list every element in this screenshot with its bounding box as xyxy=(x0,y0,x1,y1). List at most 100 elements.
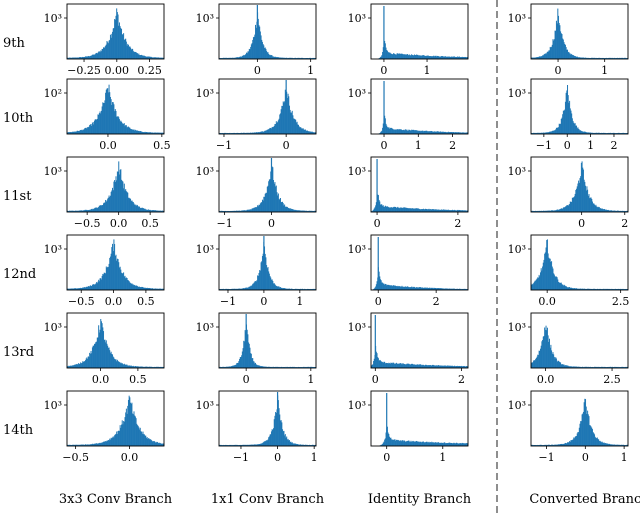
y-tick-label: 10³ xyxy=(44,243,62,256)
y-tick-label: 10³ xyxy=(44,321,62,334)
spike-bar xyxy=(375,315,376,368)
panel-9th-1: 10³ 0 1 xyxy=(196,4,317,77)
panel-frame xyxy=(371,235,468,290)
x-tick-label: 0.00 xyxy=(105,64,130,77)
x-tick-label: 0 xyxy=(374,217,381,230)
x-tick-label: 0 xyxy=(243,373,250,386)
x-tick-label: 0 xyxy=(578,217,585,230)
panel-12nd-0: 10³ −0.5 0.0 0.5 xyxy=(44,235,165,308)
x-tick-label: 0 xyxy=(375,295,382,308)
y-tick-label: 10³ xyxy=(508,165,526,178)
y-tick-label: 10³ xyxy=(508,399,526,412)
panel-frame xyxy=(219,391,316,446)
y-tick-label: 10³ xyxy=(196,399,214,412)
x-tick-label: 0.0 xyxy=(99,139,117,152)
x-tick-label: 0 xyxy=(582,451,589,464)
x-tick-label: 1 xyxy=(296,295,303,308)
x-tick-label: 1 xyxy=(424,64,431,77)
x-tick-label: −1 xyxy=(536,139,552,152)
x-tick-label: 2 xyxy=(458,373,465,386)
column-label: 3x3 Conv Branch xyxy=(59,492,173,507)
panel-13rd-2: 10³ 0 2 xyxy=(348,313,469,386)
row-label: 12nd xyxy=(3,267,36,282)
x-tick-label: 0.5 xyxy=(141,217,159,230)
spike-bar xyxy=(271,158,272,212)
row-label: 14th xyxy=(3,423,34,438)
spike-bar xyxy=(257,5,258,59)
x-tick-label: 1 xyxy=(587,139,594,152)
x-tick-label: 2 xyxy=(449,139,456,152)
row-label: 13rd xyxy=(3,345,34,360)
x-tick-label: 0.5 xyxy=(137,295,155,308)
spike-bar xyxy=(246,314,247,368)
y-tick-label: 10³ xyxy=(508,243,526,256)
y-tick-label: 10³ xyxy=(196,12,214,25)
y-tick-label: 10³ xyxy=(196,243,214,256)
column-label: Converted Branch xyxy=(529,492,640,507)
x-tick-label: 1 xyxy=(439,451,446,464)
x-tick-label: −1 xyxy=(538,451,554,464)
row-label: 10th xyxy=(3,111,34,126)
x-tick-label: 1 xyxy=(415,139,422,152)
row-label: 9th xyxy=(3,36,25,51)
y-tick-label: 10³ xyxy=(508,321,526,334)
spike-bar xyxy=(376,159,377,212)
x-tick-label: −0.5 xyxy=(68,295,95,308)
x-tick-label: 0.0 xyxy=(105,295,123,308)
x-tick-label: 0 xyxy=(380,64,387,77)
x-tick-label: 0.5 xyxy=(153,139,171,152)
spike-bar xyxy=(383,6,384,59)
x-tick-label: 2 xyxy=(454,217,461,230)
x-tick-label: −0.25 xyxy=(67,64,101,77)
y-tick-label: 10³ xyxy=(196,87,214,100)
panel-11st-2: 10³ 0 2 xyxy=(348,157,469,230)
panel-frame xyxy=(219,313,316,368)
panel-14th-3: 10³ −1 0 1 xyxy=(508,391,629,464)
x-tick-label: 0.0 xyxy=(110,217,128,230)
column-label: Identity Branch xyxy=(368,492,472,507)
x-tick-label: 0.5 xyxy=(129,373,147,386)
x-tick-label: 1 xyxy=(621,451,628,464)
y-tick-label: 10³ xyxy=(196,321,214,334)
x-tick-label: 0.0 xyxy=(92,373,110,386)
x-tick-label: 0 xyxy=(268,217,275,230)
y-tick-label: 10³ xyxy=(348,165,366,178)
x-tick-label: 0.0 xyxy=(538,295,556,308)
x-tick-label: −1 xyxy=(217,217,233,230)
x-tick-label: −1 xyxy=(233,451,249,464)
panel-frame xyxy=(531,79,628,134)
spike-bar xyxy=(383,81,384,134)
x-tick-label: 2.5 xyxy=(603,373,621,386)
x-tick-label: 1 xyxy=(307,64,314,77)
y-tick-label: 10³ xyxy=(508,12,526,25)
x-tick-label: 0 xyxy=(555,64,562,77)
y-tick-label: 10³ xyxy=(348,243,366,256)
y-tick-label: 10³ xyxy=(348,87,366,100)
x-tick-label: 0 xyxy=(372,373,379,386)
y-tick-label: 10³ xyxy=(348,399,366,412)
x-tick-label: 0 xyxy=(564,139,571,152)
y-tick-label: 10³ xyxy=(348,321,366,334)
x-tick-label: 0 xyxy=(274,451,281,464)
panel-frame xyxy=(531,4,628,59)
spike-bar xyxy=(386,393,387,446)
x-tick-label: 0 xyxy=(254,64,261,77)
panel-frame xyxy=(371,313,468,368)
x-tick-label: 0 xyxy=(260,295,267,308)
